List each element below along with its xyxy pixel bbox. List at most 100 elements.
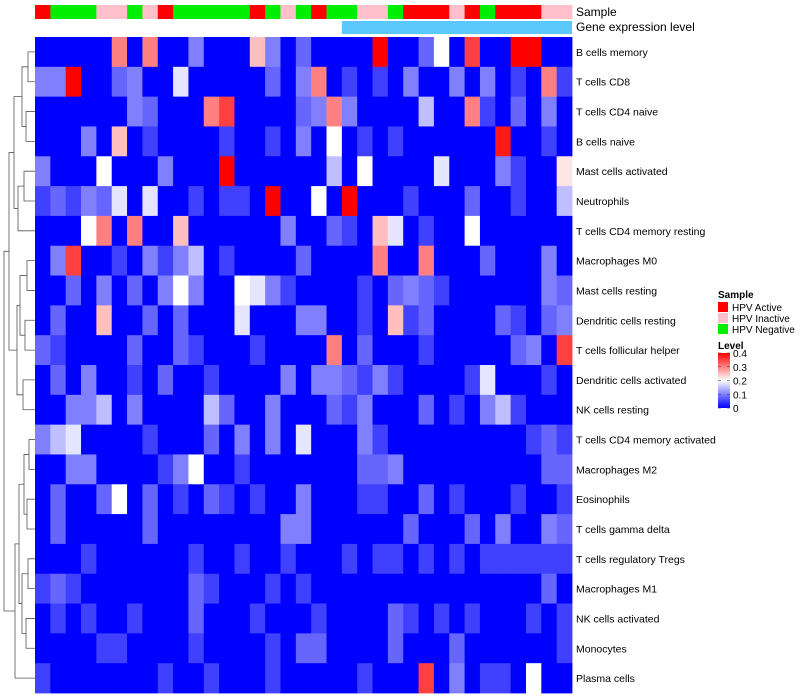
heatmap-cell-r12-c16 xyxy=(280,394,297,426)
heatmap-cell-r1-c4 xyxy=(96,66,113,98)
heatmap-cell-r7-c25 xyxy=(418,245,435,276)
heatmap-cell-r1-c16 xyxy=(280,66,297,98)
heatmap-cell-r15-c23 xyxy=(387,484,404,515)
heatmap-cell-r20-c5 xyxy=(111,633,128,664)
heatmap-cell-r15-c6 xyxy=(127,484,143,515)
heatmap-cell-r0-c12 xyxy=(219,37,235,68)
heatmap-cell-r20-c31 xyxy=(510,633,527,664)
heatmap-cell-r0-c9 xyxy=(173,37,189,68)
heatmap-cell-r8-c19 xyxy=(326,275,343,306)
heatmap-cell-r17-c7 xyxy=(142,543,159,575)
heatmap-cell-r0-c20 xyxy=(341,37,358,68)
heatmap-cell-r15-c30 xyxy=(495,484,512,515)
heatmap-cell-r21-c33 xyxy=(541,663,558,694)
heatmap-cell-r21-c13 xyxy=(234,663,251,694)
level-tick-label: 0.1 xyxy=(733,390,747,401)
heatmap-cell-r16-c5 xyxy=(111,514,128,545)
heatmap-cell-r12-c11 xyxy=(203,394,220,426)
heatmap-cell-r14-c28 xyxy=(464,454,481,485)
heatmap-cell-r11-c7 xyxy=(142,365,159,396)
heatmap-cell-r5-c8 xyxy=(157,186,174,217)
heatmap-cell-r3-c9 xyxy=(173,126,189,157)
heatmap-cell-r20-c16 xyxy=(280,633,297,664)
sample-cell-27 xyxy=(449,5,465,19)
heatmap-cell-r9-c28 xyxy=(464,305,481,336)
heatmap-cell-r12-c2 xyxy=(65,394,82,426)
heatmap-cell-r0-c22 xyxy=(372,37,389,68)
heatmap-cell-r5-c5 xyxy=(111,186,128,217)
heatmap-cell-r17-c32 xyxy=(525,543,542,575)
heatmap-cell-r0-c3 xyxy=(81,37,97,68)
heatmap-cell-r20-c20 xyxy=(341,633,358,664)
heatmap-cell-r21-c24 xyxy=(403,663,419,694)
heatmap-cell-r2-c19 xyxy=(326,96,343,127)
row-label: T cells gamma delta xyxy=(576,524,670,536)
heatmap-cell-r14-c2 xyxy=(65,454,82,485)
heatmap-cell-r0-c24 xyxy=(403,37,419,68)
heatmap-cell-r16-c6 xyxy=(127,514,143,545)
heatmap-cell-r12-c20 xyxy=(341,394,358,426)
sample-cell-24 xyxy=(403,5,419,19)
heatmap-cell-r14-c9 xyxy=(173,454,189,485)
heatmap-cell-r18-c11 xyxy=(203,573,220,604)
heatmap-cell-r7-c30 xyxy=(495,245,512,276)
heatmap-cell-r3-c18 xyxy=(311,126,327,157)
dendrogram-link xyxy=(23,170,35,202)
heatmap-cell-r3-c3 xyxy=(81,126,97,157)
heatmap-cell-r18-c16 xyxy=(280,573,297,604)
heatmap-cell-r10-c23 xyxy=(387,335,404,366)
heatmap-cell-r6-c15 xyxy=(265,215,281,247)
heatmap-cell-r7-c20 xyxy=(341,245,358,276)
heatmap-cell-r2-c27 xyxy=(449,96,465,127)
heatmap-cell-r9-c11 xyxy=(203,305,220,336)
heatmap-cell-r3-c10 xyxy=(188,126,205,157)
heatmap-cell-r18-c25 xyxy=(418,573,435,604)
heatmap-cell-r8-c16 xyxy=(280,275,297,306)
heatmap-cell-r21-c30 xyxy=(495,663,512,694)
heatmap-cell-r9-c6 xyxy=(127,305,143,336)
heatmap-cell-r17-c0 xyxy=(35,543,51,575)
dendrogram-link xyxy=(24,319,35,351)
heatmap-cell-r10-c9 xyxy=(173,335,189,366)
heatmap-cell-r19-c15 xyxy=(265,603,281,634)
heatmap-cell-r14-c5 xyxy=(111,454,128,485)
heatmap-cell-r12-c0 xyxy=(35,394,51,426)
heatmap-cell-r8-c11 xyxy=(203,275,220,306)
heatmap-cell-r13-c3 xyxy=(81,424,97,455)
heatmap-cell-r11-c24 xyxy=(403,365,419,396)
heatmap-cell-r17-c27 xyxy=(449,543,465,575)
heatmap-cell-r8-c2 xyxy=(65,275,82,306)
heatmap-cell-r18-c21 xyxy=(357,573,373,604)
heatmap-cell-r18-c30 xyxy=(495,573,512,604)
heatmap-cell-r17-c8 xyxy=(157,543,174,575)
heatmap-cell-r5-c24 xyxy=(403,186,419,217)
heatmap-cell-r11-c3 xyxy=(81,365,97,396)
heatmap-cell-r14-c14 xyxy=(249,454,266,485)
heatmap-cell-r7-c9 xyxy=(173,245,189,276)
sample-cell-30 xyxy=(495,5,512,19)
heatmap-cell-r1-c17 xyxy=(295,66,312,98)
heatmap-cell-r1-c24 xyxy=(403,66,419,98)
heatmap-cell-r14-c33 xyxy=(541,454,558,485)
heatmap-cell-r7-c3 xyxy=(81,245,97,276)
heatmap-cell-r9-c12 xyxy=(219,305,235,336)
heatmap-cell-r20-c21 xyxy=(357,633,373,664)
heatmap-cell-r19-c12 xyxy=(219,603,235,634)
heatmap-cell-r1-c30 xyxy=(495,66,512,98)
heatmap-cell-r20-c19 xyxy=(326,633,343,664)
heatmap-cell-r0-c28 xyxy=(464,37,481,68)
heatmap-cell-r12-c21 xyxy=(357,394,373,426)
heatmap-cell-r13-c15 xyxy=(265,424,281,455)
heatmap-cell-r16-c22 xyxy=(372,514,389,545)
heatmap-cell-r20-c15 xyxy=(265,633,281,664)
dendrogram-link xyxy=(3,250,15,612)
heatmap-cell-r11-c16 xyxy=(280,365,297,396)
sample-cell-28 xyxy=(464,5,481,19)
heatmap-cell-r2-c23 xyxy=(387,96,404,127)
heatmap-cell-r16-c21 xyxy=(357,514,373,545)
heatmap-cell-r15-c34 xyxy=(556,484,573,515)
heatmap-cell-r12-c9 xyxy=(173,394,189,426)
heatmap-cell-r10-c16 xyxy=(280,335,297,366)
heatmap-cell-r2-c10 xyxy=(188,96,205,127)
heatmap-cell-r2-c28 xyxy=(464,96,481,127)
